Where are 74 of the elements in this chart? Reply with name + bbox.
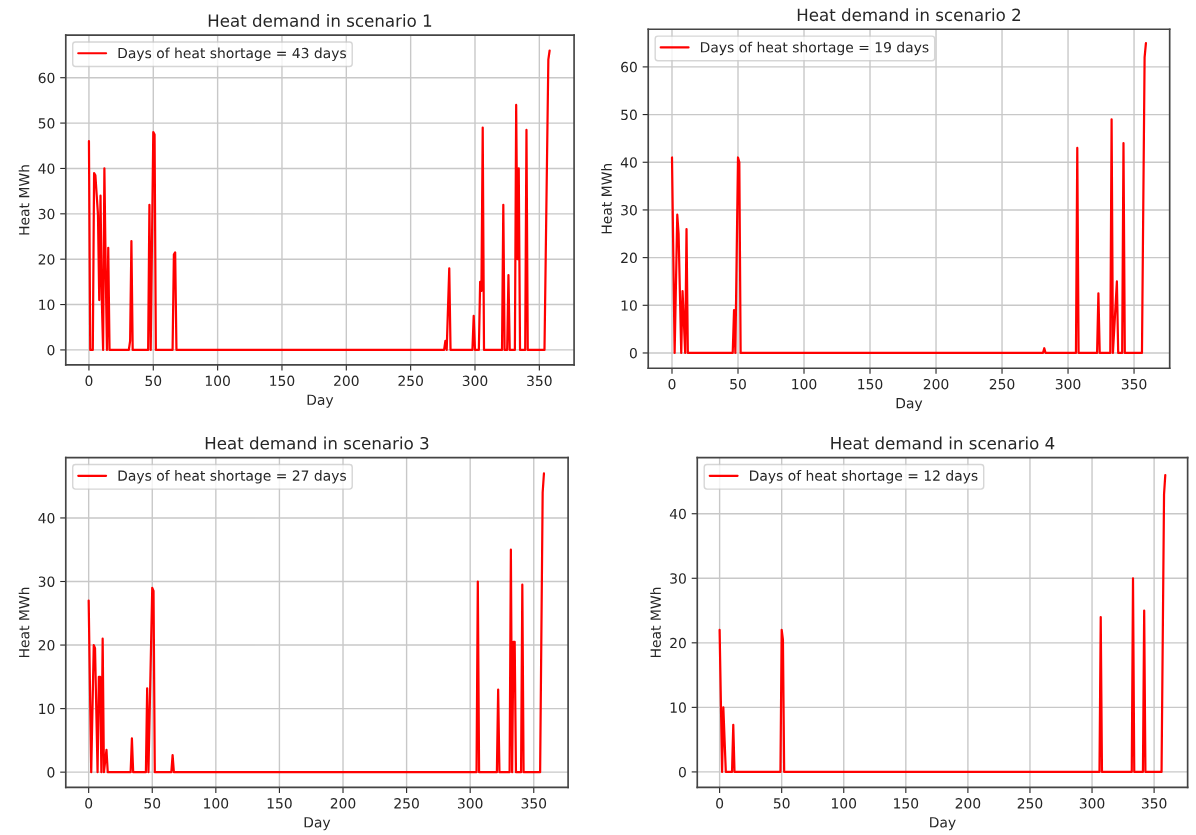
x-tick-label: 150 <box>270 375 295 387</box>
legend-label: Days of heat shortage = 27 days <box>118 470 346 484</box>
y-tick-label: 30 <box>38 576 55 587</box>
x-tick-label: 150 <box>267 798 292 809</box>
x-tick-label: 50 <box>730 378 746 390</box>
x-tick-label: 0 <box>716 798 724 809</box>
y-tick-label: 10 <box>670 702 686 713</box>
x-tick-label: 200 <box>334 375 359 387</box>
y-tick-label: 20 <box>670 637 686 649</box>
x-tick-label: 0 <box>85 375 93 387</box>
y-tick-label: 0 <box>47 344 55 356</box>
x-axis-title: Day <box>930 817 956 831</box>
x-tick-label: 0 <box>85 798 93 809</box>
x-tick-label: 150 <box>894 798 919 809</box>
legend-label: Days of heat shortage = 12 days <box>750 470 978 484</box>
chart-title: Heat demand in scenario 4 <box>831 436 1055 450</box>
x-tick-label: 250 <box>989 378 1015 390</box>
y-tick-label: 30 <box>670 573 686 584</box>
x-tick-label: 100 <box>832 798 857 809</box>
line-series <box>670 41 1148 355</box>
x-tick-label: 250 <box>1017 798 1043 809</box>
chart-title: Heat demand in scenario 2 <box>797 8 1021 22</box>
y-tick-label: 60 <box>621 61 637 73</box>
x-tick-label: 50 <box>144 798 161 809</box>
y-tick-label: 60 <box>38 72 55 84</box>
y-tick-label: 30 <box>38 208 55 220</box>
x-tick-label: 300 <box>1055 378 1081 390</box>
x-tick-label: 100 <box>205 375 230 387</box>
y-tick-label: 10 <box>39 299 55 311</box>
y-tick-label: 20 <box>621 252 637 264</box>
y-tick-label: 50 <box>621 109 637 121</box>
y-axis-title: Heat MWh <box>18 587 30 658</box>
y-tick-label: 40 <box>38 512 55 524</box>
y-tick-label: 40 <box>620 157 637 168</box>
legend-label: Days of heat shortage = 43 days <box>118 47 346 62</box>
x-tick-label: 350 <box>1121 378 1147 390</box>
chart-title: Heat demand in scenario 1 <box>208 14 432 27</box>
x-tick-label: 300 <box>457 798 483 809</box>
y-axis-title: Heat MWh <box>18 165 30 235</box>
x-tick-label: 300 <box>1079 798 1105 809</box>
x-tick-label: 150 <box>858 378 883 390</box>
x-tick-label: 100 <box>204 798 229 809</box>
x-tick-label: 200 <box>923 378 949 390</box>
x-tick-label: 300 <box>462 375 488 387</box>
y-axis-title: Heat MWh <box>650 587 661 658</box>
x-tick-label: 250 <box>394 798 419 809</box>
y-tick-label: 0 <box>678 766 686 778</box>
y-tick-label: 0 <box>47 767 55 778</box>
y-tick-label: 40 <box>38 163 55 174</box>
y-tick-label: 40 <box>669 508 686 520</box>
x-axis-title: Day <box>896 398 923 412</box>
y-tick-label: 10 <box>39 703 55 715</box>
line-series <box>87 49 551 352</box>
legend-label: Days of heat shortage = 19 days <box>700 41 929 56</box>
y-axis-title: Heat MWh <box>601 163 612 234</box>
x-tick-label: 350 <box>521 798 547 809</box>
x-tick-label: 100 <box>792 378 817 390</box>
x-tick-label: 250 <box>398 375 423 387</box>
x-tick-label: 50 <box>773 798 790 809</box>
chart-title: Heat demand in scenario 3 <box>205 436 429 450</box>
y-tick-label: 30 <box>621 204 637 216</box>
x-tick-label: 200 <box>330 798 356 809</box>
x-tick-label: 350 <box>527 375 552 387</box>
y-tick-label: 0 <box>629 347 637 359</box>
x-tick-label: 50 <box>145 375 162 387</box>
y-tick-label: 20 <box>38 254 55 265</box>
x-tick-label: 350 <box>1141 798 1167 809</box>
y-tick-label: 20 <box>38 640 55 651</box>
line-series <box>87 472 546 774</box>
y-tick-label: 50 <box>38 118 55 129</box>
x-axis-title: Day <box>307 394 334 408</box>
x-tick-label: 200 <box>955 798 981 809</box>
x-axis-title: Day <box>304 817 331 831</box>
y-tick-label: 10 <box>621 300 637 311</box>
